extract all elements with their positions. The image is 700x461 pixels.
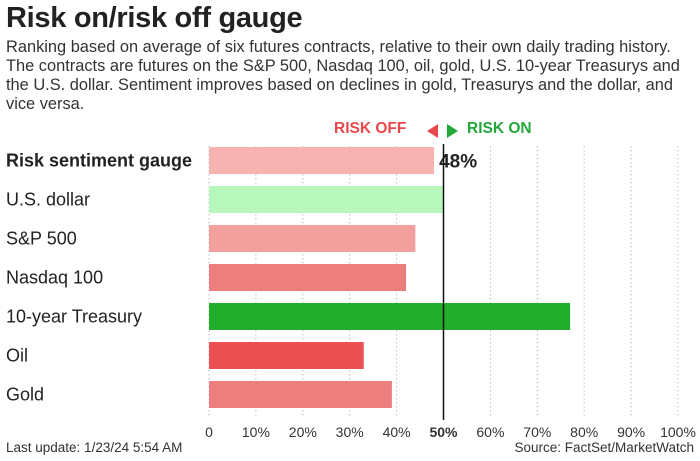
category-label: Gold (6, 385, 44, 405)
risk-off-label: RISK OFF (334, 120, 407, 137)
x-tick-label: 30% (336, 424, 364, 440)
x-tick-label: 20% (289, 424, 317, 440)
bar (209, 342, 364, 369)
right-arrow-icon (447, 124, 458, 138)
bar (209, 225, 416, 252)
chart-title: Risk on/risk off gauge (6, 2, 303, 34)
source-note: Source: FactSet/MarketWatch (514, 440, 694, 455)
category-label: 10-year Treasury (6, 307, 142, 327)
x-tick-label: 80% (570, 424, 598, 440)
x-tick-label: 10% (242, 424, 270, 440)
chart-subtitle: Ranking based on average of six futures … (6, 38, 680, 113)
bar (209, 264, 406, 291)
last-update: Last update: 1/23/24 5:54 AM (6, 440, 183, 455)
x-tick-label: 50% (429, 424, 458, 440)
bar (209, 186, 444, 213)
category-label: Oil (6, 346, 28, 366)
category-label: Nasdaq 100 (6, 268, 103, 288)
x-tick-label: 100% (660, 424, 696, 440)
x-tick-label: 60% (476, 424, 504, 440)
bar (209, 381, 392, 408)
category-label: Risk sentiment gauge (6, 151, 192, 171)
x-tick-label: 0 (205, 424, 213, 440)
category-label: S&P 500 (6, 229, 77, 249)
x-tick-label: 90% (617, 424, 645, 440)
bar (209, 303, 571, 330)
bar (209, 147, 435, 174)
data-label: 48% (439, 152, 477, 173)
risk-on-label: RISK ON (467, 120, 532, 137)
x-tick-label: 40% (383, 424, 411, 440)
x-tick-label: 70% (523, 424, 551, 440)
left-arrow-icon (427, 124, 438, 138)
category-label: U.S. dollar (6, 190, 90, 210)
